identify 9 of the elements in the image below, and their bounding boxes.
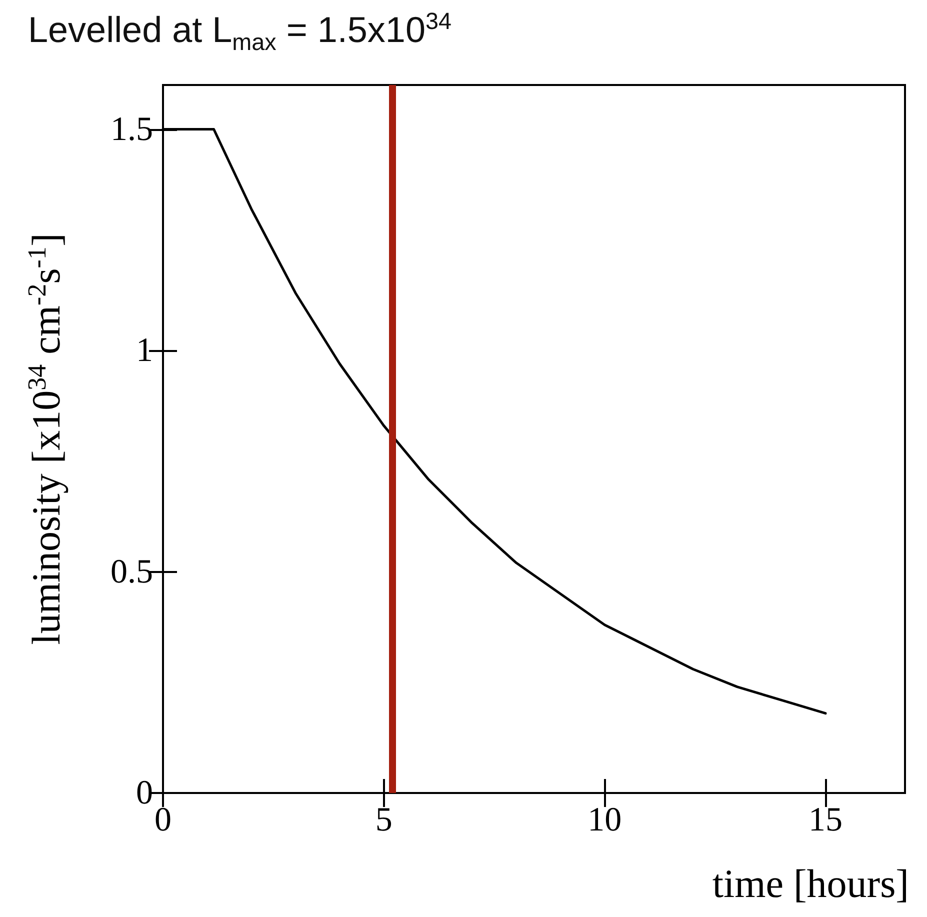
- x-tick-label: 10: [588, 802, 622, 838]
- y-tick-label: 0: [136, 774, 153, 812]
- chart-title: Levelled at L$_{max}$ = 1.5x10$^{34}$: [28, 8, 452, 56]
- x-tick-label: 5: [375, 802, 392, 838]
- y-tick-label: 0.5: [110, 553, 153, 590]
- x-tick-label: 15: [808, 802, 842, 838]
- y-tick-label: 1.5: [110, 110, 153, 148]
- x-axis-title: time [hours]: [712, 860, 909, 907]
- y-tick-label: 1: [136, 332, 153, 369]
